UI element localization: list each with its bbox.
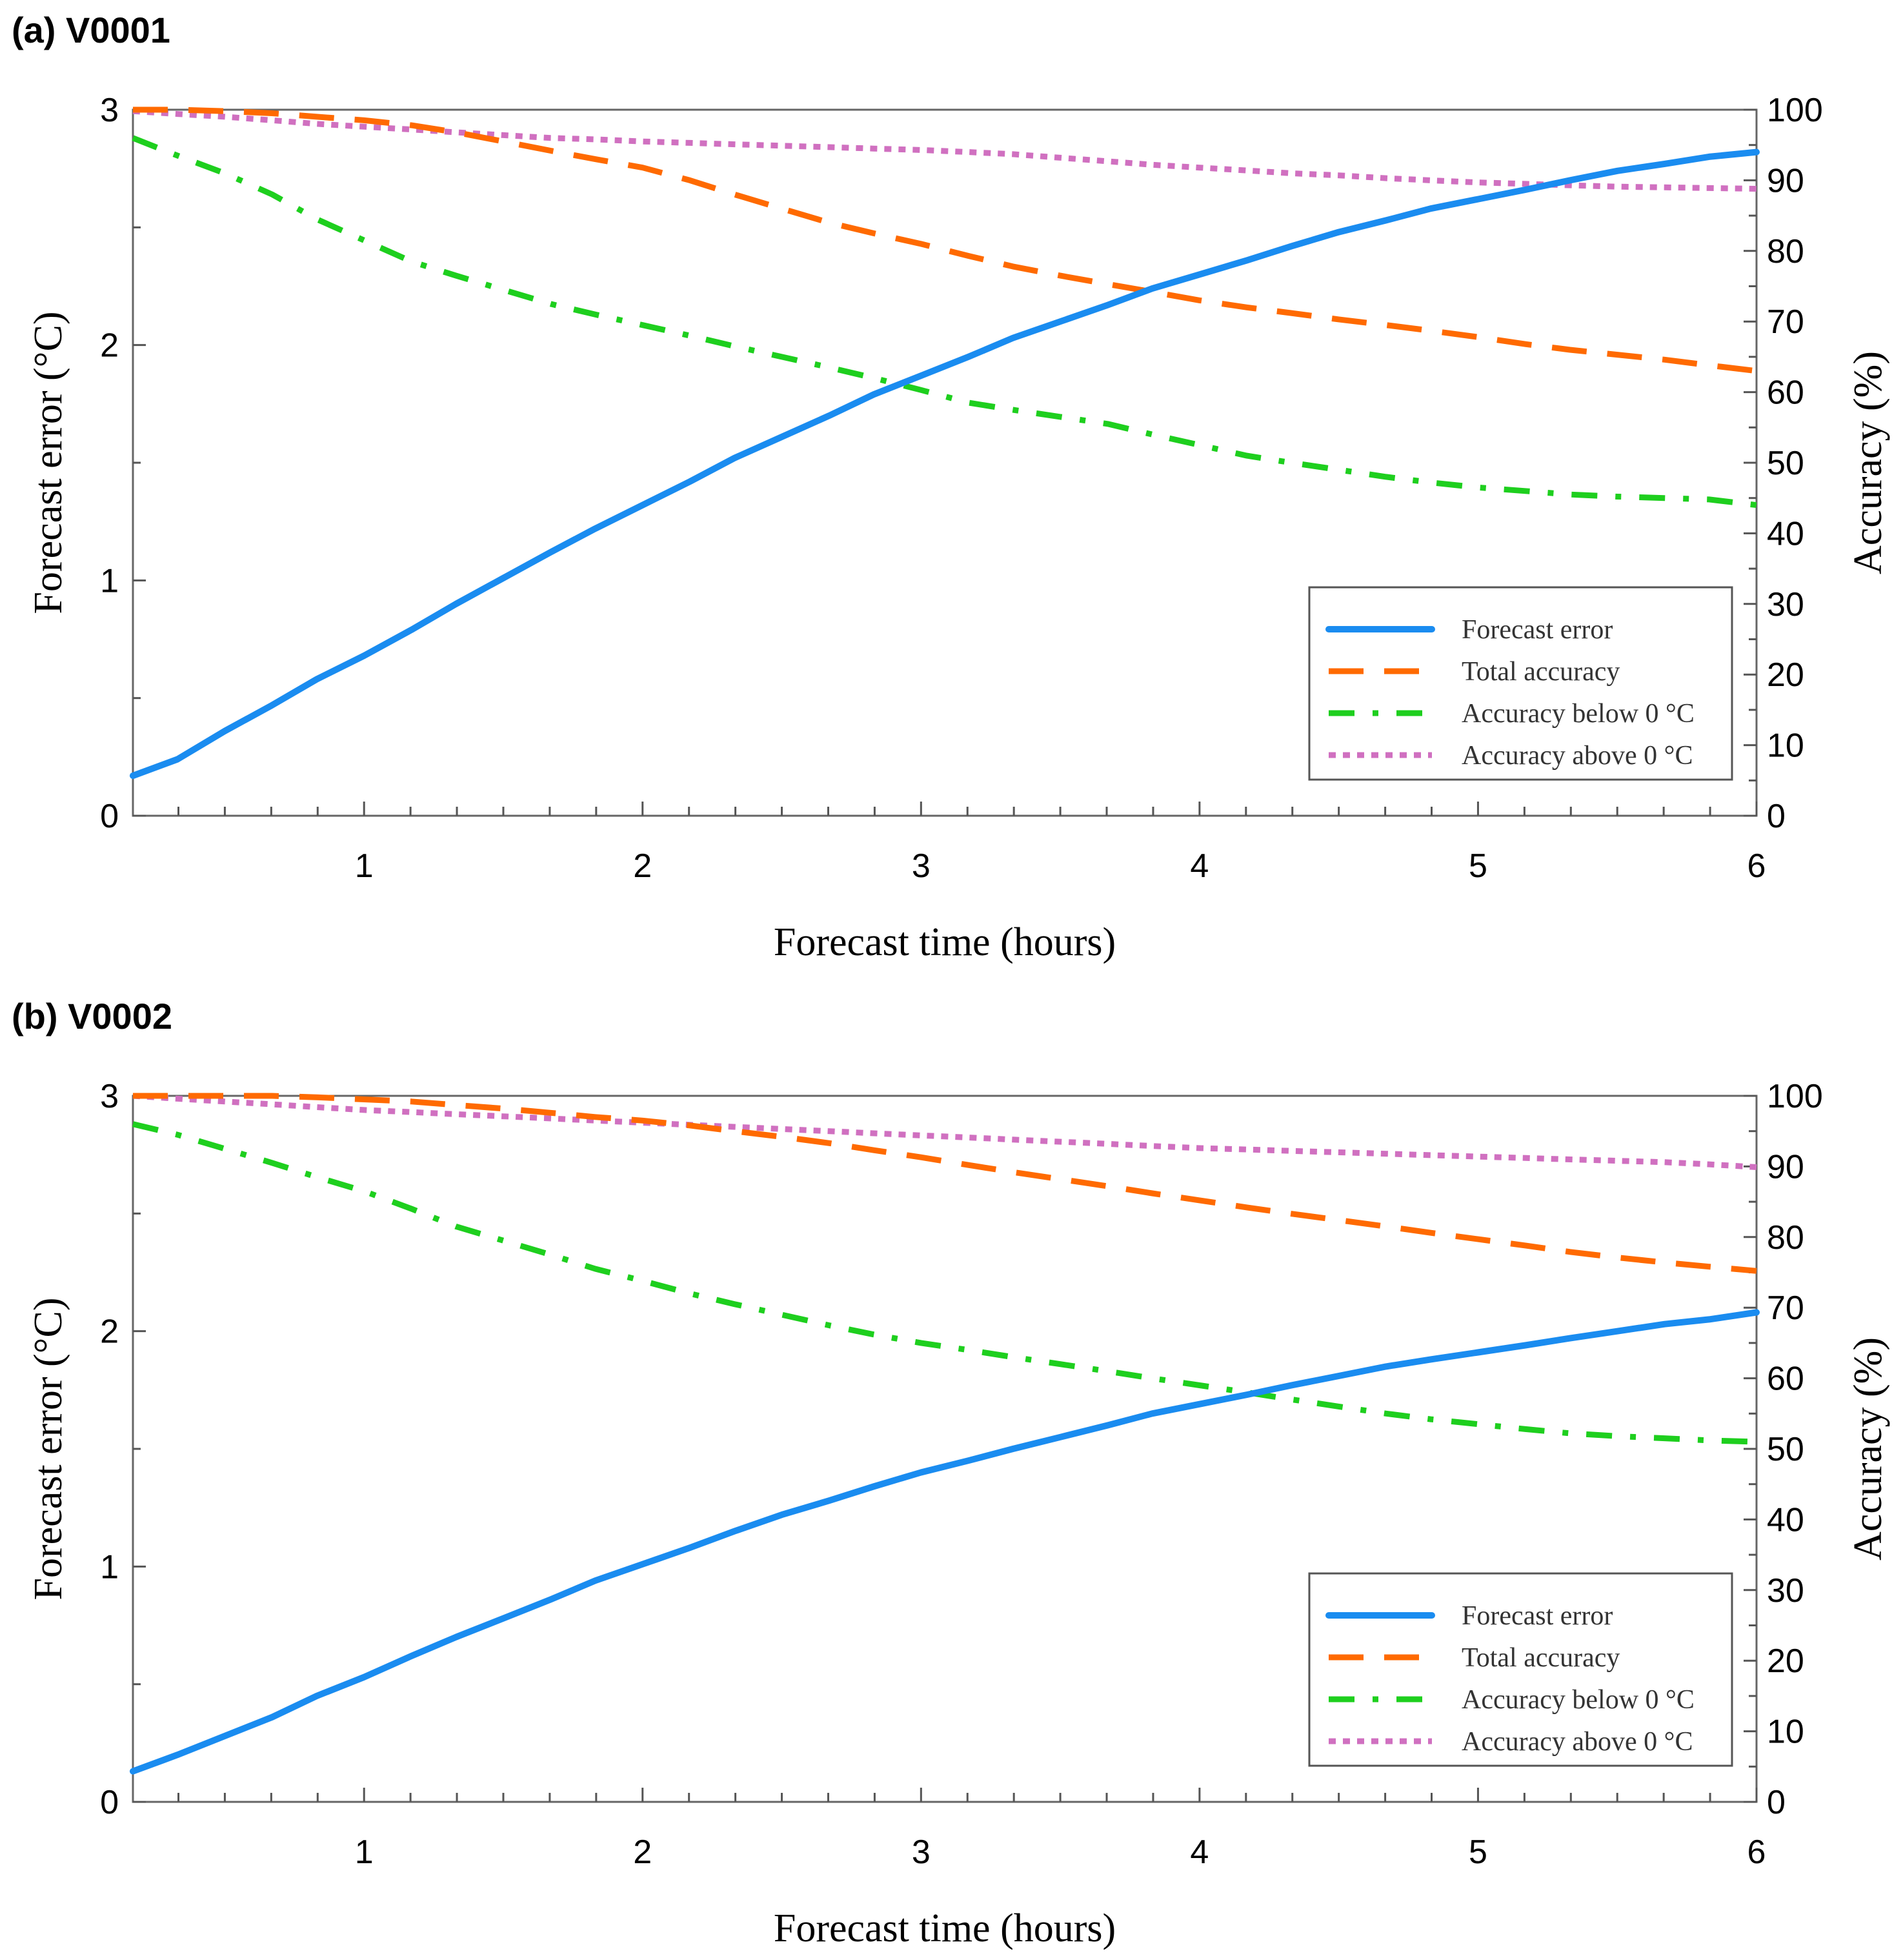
y-right-axis-title: Accuracy (%) <box>1846 351 1890 574</box>
panel-a: (a) V0001 1 2 3 4 5 6012301020304050607080901… <box>12 10 1890 964</box>
x-tick-label: 5 <box>1469 1834 1487 1871</box>
y-right-tick-label: 90 <box>1767 1148 1804 1186</box>
y-left-tick-label: 1 <box>100 1548 119 1586</box>
y-right-tick-label: 100 <box>1767 1078 1823 1115</box>
y-right-tick-label: 50 <box>1767 445 1804 482</box>
legend: Forecast error Total accuracy Accuracy bel… <box>1308 1572 1733 1767</box>
y-left-tick-label: 0 <box>100 798 119 835</box>
x-tick-label: 4 <box>1190 847 1209 885</box>
y-right-tick-label: 10 <box>1767 1713 1804 1751</box>
legend-label-accuracy-below-0: Accuracy below 0 °C <box>1462 699 1695 729</box>
y-left-tick-label: 3 <box>100 92 119 129</box>
x-tick-label: 5 <box>1469 847 1487 885</box>
y-left-tick-label: 3 <box>100 1078 119 1115</box>
legend: Forecast error Total accuracy Accuracy bel… <box>1308 586 1733 781</box>
series-line-total-accuracy <box>133 1093 1757 1274</box>
y-right-axis-title: Accuracy (%) <box>1846 1337 1890 1561</box>
series-line-forecast-error <box>130 148 1760 779</box>
series-line-accuracy-above-0 <box>132 1093 1757 1170</box>
y-right-tick-label: 50 <box>1767 1431 1804 1468</box>
y-left-axis-title: Forecast error (°C) <box>26 312 70 614</box>
y-right-tick-label: 70 <box>1767 1289 1804 1327</box>
y-right-tick-label: 20 <box>1767 656 1804 694</box>
x-tick-label: 3 <box>912 1834 931 1871</box>
y-right-tick-label: 90 <box>1767 162 1804 199</box>
series-line-accuracy-below-0 <box>132 1121 1757 1445</box>
panel-b: (b) V0002 1 2 3 4 5 6012301020304050607080901… <box>12 996 1890 1950</box>
legend-label-forecast-error: Forecast error <box>1462 615 1613 645</box>
x-tick-label: 1 <box>355 847 374 885</box>
y-right-tick-label: 30 <box>1767 586 1804 623</box>
panel-title: (b) V0002 <box>12 996 172 1036</box>
legend-label-total-accuracy: Total accuracy <box>1462 657 1620 687</box>
x-tick-label: 1 <box>355 1834 374 1871</box>
x-axis-title: Forecast time (hours) <box>774 920 1116 964</box>
y-left-tick-label: 2 <box>100 1313 119 1351</box>
y-right-tick-label: 80 <box>1767 233 1804 270</box>
y-right-tick-label: 30 <box>1767 1572 1804 1610</box>
x-axis-title: Forecast time (hours) <box>774 1906 1116 1950</box>
y-right-tick-label: 10 <box>1767 727 1804 765</box>
panel-title: (a) V0001 <box>12 10 170 50</box>
y-right-tick-label: 60 <box>1767 374 1804 412</box>
y-right-tick-label: 20 <box>1767 1642 1804 1680</box>
y-right-tick-label: 60 <box>1767 1360 1804 1398</box>
legend-label-forecast-error: Forecast error <box>1462 1601 1613 1631</box>
series-line-forecast-error <box>130 1309 1760 1775</box>
y-left-tick-label: 0 <box>100 1784 119 1821</box>
legend-label-accuracy-above-0: Accuracy above 0 °C <box>1462 1727 1693 1757</box>
x-tick-label: 6 <box>1747 1834 1766 1871</box>
legend-box <box>1308 586 1733 781</box>
x-tick-label: 2 <box>633 1834 652 1871</box>
y-left-axis-title: Forecast error (°C) <box>26 1298 70 1601</box>
x-tick-label: 6 <box>1747 847 1766 885</box>
legend-box <box>1308 1572 1733 1767</box>
y-left-tick-label: 2 <box>100 327 119 365</box>
legend-label-total-accuracy: Total accuracy <box>1462 1643 1620 1673</box>
y-right-tick-label: 0 <box>1767 798 1786 835</box>
series-line-accuracy-below-0 <box>132 135 1757 509</box>
series-line-accuracy-above-0 <box>132 108 1757 192</box>
y-right-tick-label: 40 <box>1767 1501 1804 1539</box>
legend-label-accuracy-below-0: Accuracy below 0 °C <box>1462 1685 1695 1715</box>
legend-label-accuracy-above-0: Accuracy above 0 °C <box>1462 741 1693 771</box>
y-left-tick-label: 1 <box>100 562 119 600</box>
y-right-tick-label: 100 <box>1767 92 1823 129</box>
x-tick-label: 4 <box>1190 1834 1209 1871</box>
x-tick-label: 3 <box>912 847 931 885</box>
y-right-tick-label: 40 <box>1767 515 1804 552</box>
y-right-tick-label: 70 <box>1767 303 1804 341</box>
y-right-tick-label: 80 <box>1767 1219 1804 1257</box>
y-right-tick-label: 0 <box>1767 1784 1786 1821</box>
x-tick-label: 2 <box>633 847 652 885</box>
